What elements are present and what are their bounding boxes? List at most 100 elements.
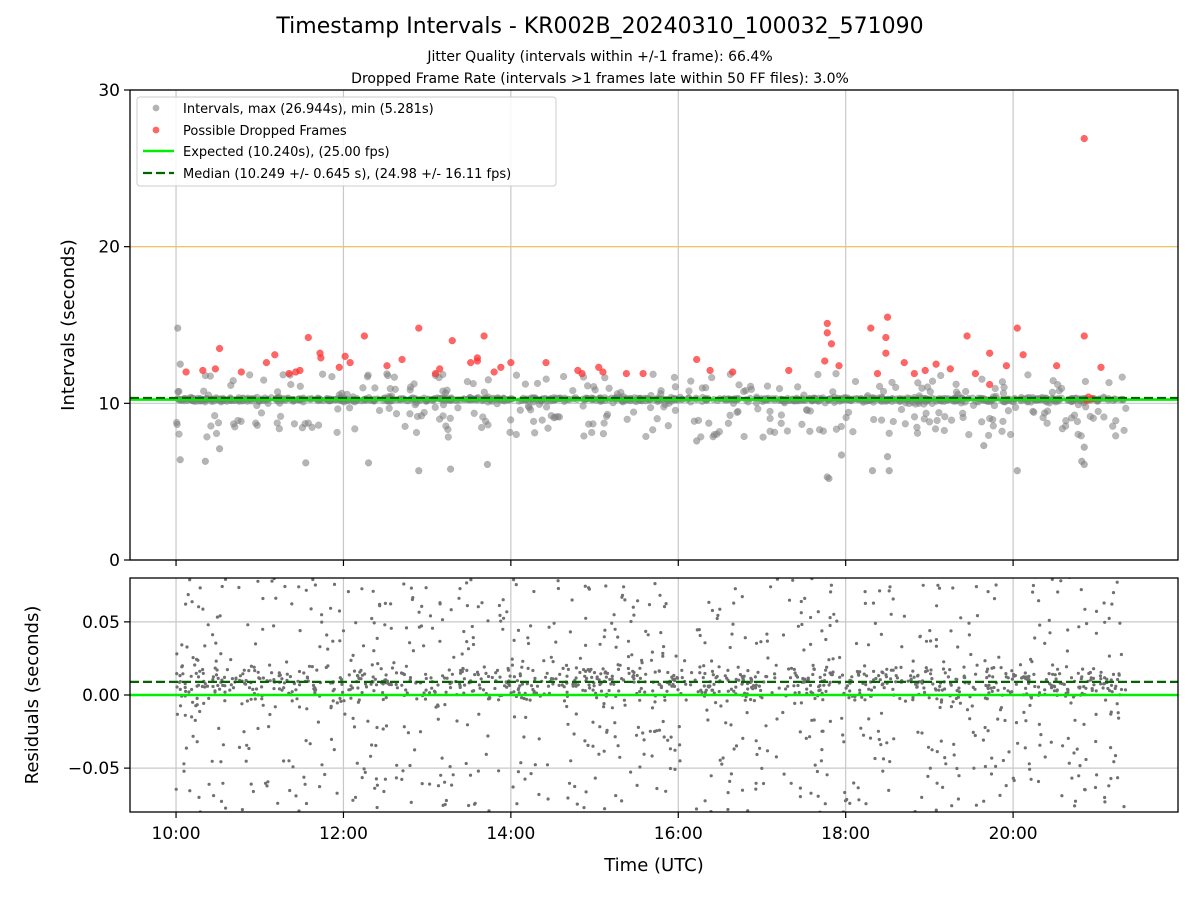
- residual-point: [791, 578, 795, 582]
- residual-point: [508, 674, 512, 678]
- residual-point: [840, 716, 844, 720]
- residual-point: [519, 761, 523, 765]
- residual-point: [760, 696, 764, 700]
- residual-point: [353, 814, 356, 817]
- interval-point: [231, 423, 239, 431]
- interval-point: [842, 413, 850, 422]
- residual-point: [276, 801, 280, 805]
- residual-point: [381, 727, 385, 731]
- residual-point: [326, 647, 330, 651]
- residual-point: [880, 570, 883, 573]
- residual-point: [828, 616, 832, 620]
- interval-point: [747, 385, 756, 394]
- residual-point: [525, 697, 529, 701]
- residual-point: [974, 803, 979, 807]
- interval-point: [203, 433, 211, 441]
- residual-point: [546, 797, 550, 801]
- residual-point: [389, 683, 393, 687]
- residual-point: [666, 738, 670, 742]
- residual-point: [1014, 682, 1019, 686]
- residual-point: [394, 682, 398, 687]
- interval-point: [889, 417, 897, 426]
- interval-outlier-point: [302, 459, 310, 467]
- residual-point: [602, 705, 606, 709]
- residual-point: [746, 669, 750, 673]
- residual-point: [1072, 751, 1076, 755]
- residual-point: [360, 673, 364, 677]
- residual-point: [801, 677, 806, 681]
- residual-point: [872, 669, 876, 674]
- residual-point: [887, 788, 891, 793]
- interval-point: [998, 378, 1007, 386]
- residual-point: [617, 689, 621, 693]
- residual-point: [1058, 672, 1062, 676]
- interval-outlier-point: [176, 456, 184, 464]
- residual-point: [1056, 590, 1060, 594]
- residual-point: [987, 674, 991, 678]
- residual-point: [1118, 621, 1122, 625]
- residual-point: [638, 689, 642, 694]
- residual-point: [638, 765, 642, 769]
- residual-point: [626, 666, 631, 671]
- legend-median-label: Median (10.249 +/- 0.645 s), (24.98 +/- …: [183, 167, 511, 182]
- residual-point: [1104, 698, 1108, 702]
- residual-point: [565, 674, 569, 678]
- residual-point: [458, 671, 463, 675]
- residual-point: [894, 666, 898, 670]
- residual-point: [603, 807, 607, 811]
- residual-point: [629, 619, 633, 624]
- residual-point: [650, 754, 654, 758]
- residual-point: [673, 767, 677, 772]
- residual-point: [827, 658, 831, 662]
- residual-point: [629, 770, 633, 774]
- residual-point: [1111, 672, 1116, 677]
- residual-point: [840, 673, 845, 677]
- residual-point: [971, 685, 975, 690]
- residual-point: [565, 690, 569, 694]
- residual-point: [632, 670, 636, 675]
- residual-point: [505, 685, 509, 689]
- residual-point: [726, 791, 730, 795]
- residual-point: [400, 777, 404, 782]
- residual-point: [714, 701, 718, 705]
- residual-point: [372, 621, 376, 625]
- residual-point: [751, 684, 756, 688]
- residual-point: [384, 673, 388, 677]
- residual-point: [647, 603, 652, 607]
- residual-point: [428, 614, 433, 618]
- residual-point: [731, 622, 735, 626]
- residual-point: [806, 676, 810, 680]
- dropped-frame-point: [199, 366, 207, 375]
- residual-point: [985, 670, 989, 674]
- residual-point: [1091, 676, 1096, 681]
- residual-point: [1109, 710, 1113, 714]
- residual-point: [568, 630, 573, 634]
- residual-point: [278, 673, 282, 677]
- residual-point: [967, 621, 971, 625]
- residual-point: [184, 689, 188, 694]
- residual-point: [1027, 762, 1031, 766]
- residual-point: [355, 674, 360, 678]
- residual-point: [613, 627, 617, 631]
- interval-point: [754, 405, 762, 413]
- residual-point: [338, 696, 342, 701]
- residual-point: [420, 782, 424, 786]
- residual-point: [798, 730, 802, 734]
- interval-point: [1122, 404, 1130, 412]
- dropped-frame-point: [823, 329, 831, 337]
- residual-point: [313, 691, 317, 695]
- residual-point: [523, 777, 527, 781]
- residual-point: [252, 665, 256, 669]
- residual-point: [389, 602, 393, 606]
- residual-point: [228, 688, 232, 692]
- residual-point: [469, 812, 472, 815]
- residual-point: [443, 780, 447, 784]
- residual-point: [804, 736, 808, 741]
- interval-point: [766, 427, 774, 435]
- residual-point: [408, 763, 412, 768]
- dropped-frame-point: [271, 351, 279, 359]
- residual-point: [891, 687, 895, 692]
- interval-point: [685, 387, 693, 395]
- residual-point: [463, 683, 467, 687]
- residual-point: [214, 641, 218, 645]
